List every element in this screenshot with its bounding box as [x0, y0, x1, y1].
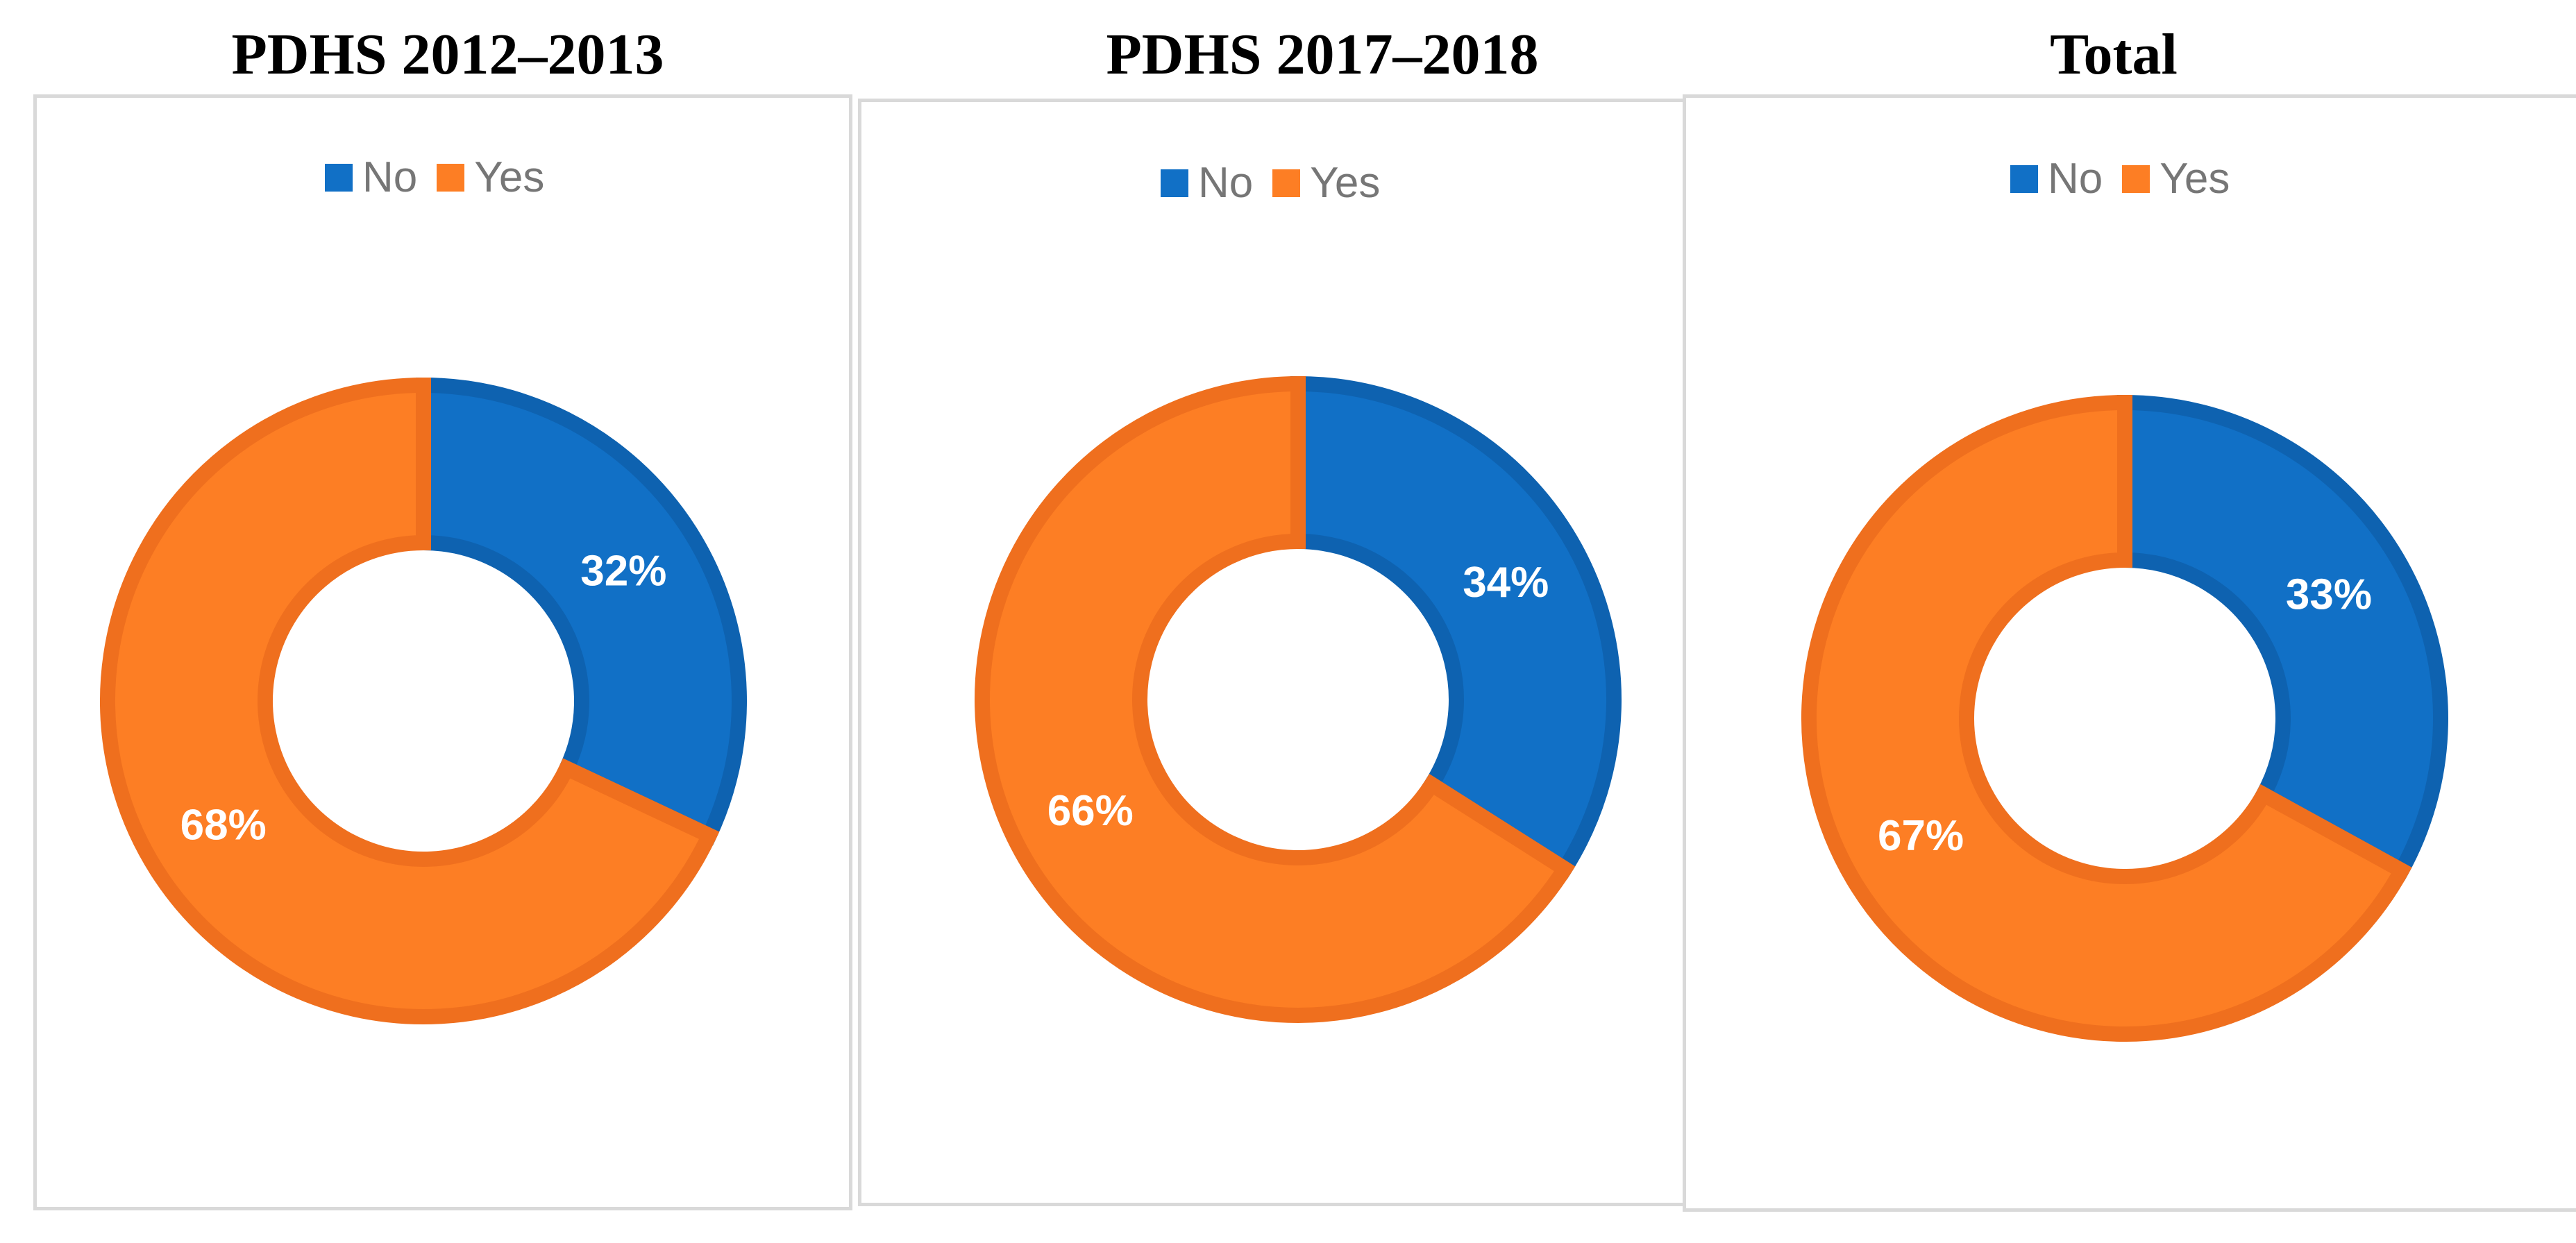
data-label-no: 33%: [2286, 571, 2372, 619]
slice-yes: [100, 377, 720, 1024]
legend-item-yes: Yes: [1272, 158, 1380, 208]
data-label-yes: 67%: [1878, 812, 1964, 860]
chart-legend-1: No Yes: [325, 153, 544, 202]
legend-swatch-yes: [2122, 164, 2150, 193]
data-label-no: 32%: [580, 547, 666, 595]
legend-item-no: No: [1161, 158, 1253, 208]
legend-item-yes: Yes: [437, 153, 544, 202]
chart-title-3: Total: [2050, 22, 2178, 87]
legend-item-no: No: [2010, 154, 2103, 203]
legend-label-no: No: [2048, 155, 2103, 203]
chart-title-2: PDHS 2017–2018: [1106, 22, 1539, 87]
legend-label-yes: Yes: [1310, 159, 1381, 207]
chart-legend-2: No Yes: [1161, 158, 1380, 208]
legend-label-no: No: [1198, 159, 1254, 207]
legend-swatch-yes: [437, 163, 465, 192]
legend-swatch-yes: [1272, 169, 1301, 197]
chart-title-1: PDHS 2012–2013: [231, 22, 664, 87]
legend-swatch-no: [325, 163, 353, 192]
legend-item-no: No: [325, 153, 417, 202]
donut-chart-1: 32% 68%: [100, 377, 747, 1024]
legend-swatch-no: [2010, 164, 2038, 193]
legend-swatch-no: [1161, 169, 1188, 197]
slice-no: [2117, 394, 2448, 881]
slice-yes: [975, 375, 1576, 1023]
slice-yes: [1801, 394, 2412, 1042]
donut-chart-2: 34% 66%: [975, 375, 1622, 1023]
slice-no: [1290, 375, 1622, 879]
legend-item-yes: Yes: [2122, 154, 2230, 203]
legend-label-yes: Yes: [474, 153, 545, 201]
data-label-no: 34%: [1463, 559, 1549, 607]
data-label-yes: 66%: [1047, 787, 1134, 835]
legend-label-yes: Yes: [2160, 155, 2230, 203]
slice-no: [416, 377, 747, 846]
donut-chart-3: 33% 67%: [1801, 394, 2448, 1042]
data-label-yes: 68%: [180, 801, 267, 849]
legend-label-no: No: [362, 153, 418, 201]
chart-legend-3: No Yes: [2010, 154, 2230, 203]
